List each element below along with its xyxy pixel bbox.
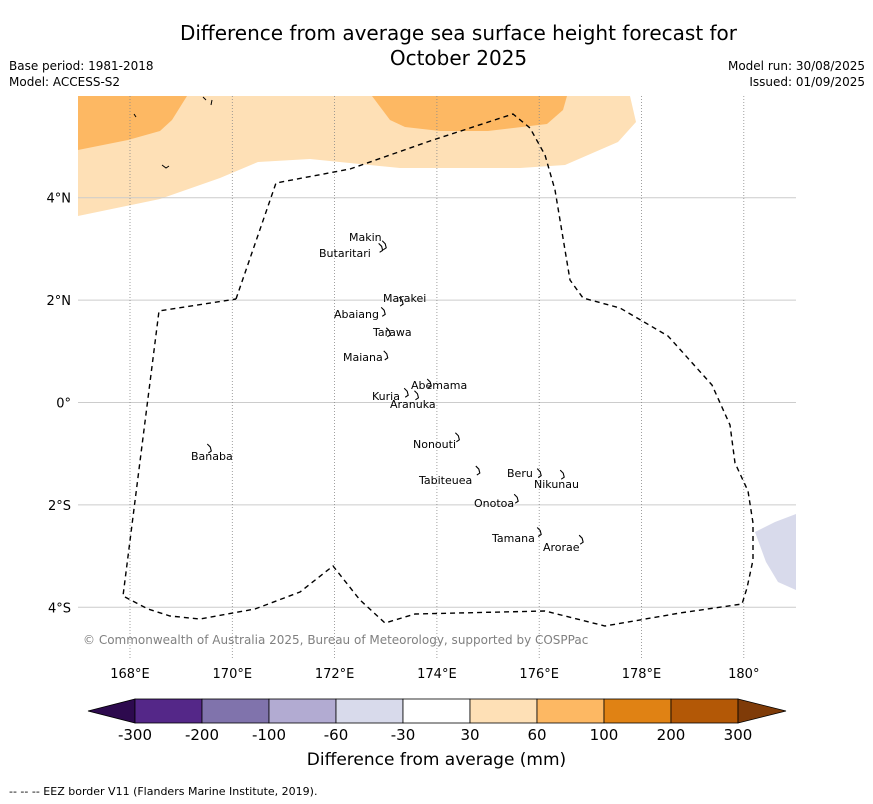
colorbar-tick-label: -100: [252, 726, 286, 740]
map-area: [78, 96, 796, 659]
island-label-abaiang: Abaiang: [334, 308, 379, 321]
anomaly-60-100-contour-west: [78, 96, 187, 150]
colorbar-tick-label: 60: [527, 726, 546, 740]
island-tarawa-shape: [385, 327, 391, 338]
island-arorae-shape: [578, 534, 584, 545]
island-banaba-shape: [206, 443, 212, 454]
lon-tick-label: 176°E: [519, 667, 559, 682]
colorbar-cell: [469, 698, 538, 724]
colorbar-cell: [268, 698, 337, 724]
island-label-arorae: Arorae: [543, 541, 580, 554]
lat-tick-label: 2°S: [48, 499, 71, 514]
colorbar-tick-label: 300: [724, 726, 753, 740]
model-run-info: Model run: 30/08/2025 Issued: 01/09/2025: [728, 58, 865, 90]
lon-tick-label: 178°E: [622, 667, 662, 682]
title-line-1: Difference from average sea surface heig…: [179, 21, 738, 45]
island-onotoa-shape: [513, 493, 519, 504]
longitude-tick-labels: 168°E 170°E 172°E 174°E 176°E 178°E 180°: [110, 667, 759, 682]
lat-tick-label: 4°N: [47, 192, 72, 207]
island-label-banaba: Banaba: [191, 450, 233, 463]
island-label-beru: Beru: [507, 467, 533, 480]
island-abaiang-shape: [380, 306, 386, 317]
islet-north-4: [161, 164, 170, 169]
lon-tick-label: 170°E: [213, 667, 253, 682]
colorbar-tick-label: -200: [185, 726, 219, 740]
lon-tick-label: 172°E: [315, 667, 355, 682]
eez-footnote: -- -- -- EEZ border V11 (Flanders Marine…: [9, 785, 318, 798]
base-period-text: Base period: 1981-2018: [9, 59, 154, 73]
island-label-onotoa: Onotoa: [474, 497, 514, 510]
island-maiana-shape: [383, 350, 389, 361]
issued-text: Issued: 01/09/2025: [749, 75, 865, 89]
island-butaritari-shape: [378, 242, 384, 253]
model-text: Model: ACCESS-S2: [9, 75, 121, 89]
islet-north-1: [202, 96, 207, 101]
latitude-tick-labels: 4°N 2°N 0° 2°S 4°S: [47, 192, 72, 617]
title-line-2: October 2025: [389, 46, 528, 70]
colorbar-cell: [134, 698, 203, 724]
anomaly-60-100-contour-north: [372, 96, 567, 131]
colorbar-over-extend: [737, 698, 787, 724]
island-shapes: [206, 240, 584, 545]
island-marakei-shape: [398, 296, 404, 307]
colorbar-tick-label: 100: [590, 726, 619, 740]
island-aranuka-shape: [414, 390, 420, 401]
lon-tick-label: 180°: [728, 667, 759, 682]
island-label-marakei: Marakei: [383, 292, 426, 305]
colorbar-tick-labels: -300 -200 -100 -60 -30 30 60 100 200 300: [118, 726, 752, 740]
island-label-abemama: Abemama: [411, 379, 467, 392]
colorbar: -300 -200 -100 -60 -30 30 60 100 200 300: [87, 698, 787, 740]
map-title: Difference from average sea surface heig…: [0, 21, 873, 71]
colorbar-tick-label: -300: [118, 726, 152, 740]
island-label-nonouti: Nonouti: [413, 438, 456, 451]
island-nikunau-shape: [559, 469, 565, 480]
colorbar-tick-label: 200: [657, 726, 686, 740]
colorbar-under-extend: [87, 698, 136, 724]
island-nonouti-shape: [454, 432, 460, 443]
island-label-tabiteuea: Tabiteuea: [418, 474, 472, 487]
island-label-kuria: Kuria: [372, 390, 400, 403]
island-label-makin: Makin: [349, 231, 382, 244]
base-period-info: Base period: 1981-2018 Model: ACCESS-S2: [9, 58, 154, 90]
colorbar-cell: [670, 698, 739, 724]
longitude-gridlines: [129, 96, 745, 659]
colorbar-tick-label: -30: [391, 726, 416, 740]
island-label-nikunau: Nikunau: [534, 478, 579, 491]
lon-tick-label: 168°E: [110, 667, 150, 682]
islet-north-2: [210, 99, 213, 106]
colorbar-cell: [536, 698, 605, 724]
anomaly-minus60-minus30-patch: [755, 514, 796, 590]
colorbar-cell: [402, 698, 471, 724]
colorbar-tick-label: 30: [460, 726, 479, 740]
island-tabiteuea-shape: [475, 465, 481, 476]
island-label-aranuka: Aranuka: [390, 398, 436, 411]
island-tamana-shape: [536, 527, 542, 537]
island-label-maiana: Maiana: [343, 351, 383, 364]
model-run-text: Model run: 30/08/2025: [727, 59, 865, 73]
colorbar-cell: [201, 698, 270, 724]
island-label-tarawa: Tarawa: [372, 326, 412, 339]
island-labels: Makin Butaritari Marakei Abaiang Tarawa Maian…: [191, 231, 580, 554]
island-abemama-shape: [426, 378, 432, 389]
island-beru-shape: [536, 468, 542, 479]
lon-tick-label: 174°E: [417, 667, 457, 682]
map-panel: Makin Butaritari Marakei Abaiang Tarawa Maian…: [47, 96, 796, 682]
copyright-notice: © Commonwealth of Australia 2025, Bureau…: [83, 633, 588, 647]
colorbar-cells: [87, 698, 787, 724]
colorbar-cell: [335, 698, 404, 724]
lat-tick-label: 2°N: [47, 294, 72, 309]
lat-tick-label: 0°: [56, 397, 71, 412]
island-label-tamana: Tamana: [491, 532, 535, 545]
island-label-butaritari: Butaritari: [319, 247, 371, 260]
colorbar-label: Difference from average (mm): [306, 750, 567, 770]
island-makin-shape: [381, 240, 387, 251]
colorbar-cell: [603, 698, 672, 724]
islet-north-3: [133, 113, 137, 118]
lat-tick-label: 4°S: [48, 601, 71, 616]
island-kuria-shape: [403, 387, 409, 398]
colorbar-tick-label: -60: [324, 726, 349, 740]
